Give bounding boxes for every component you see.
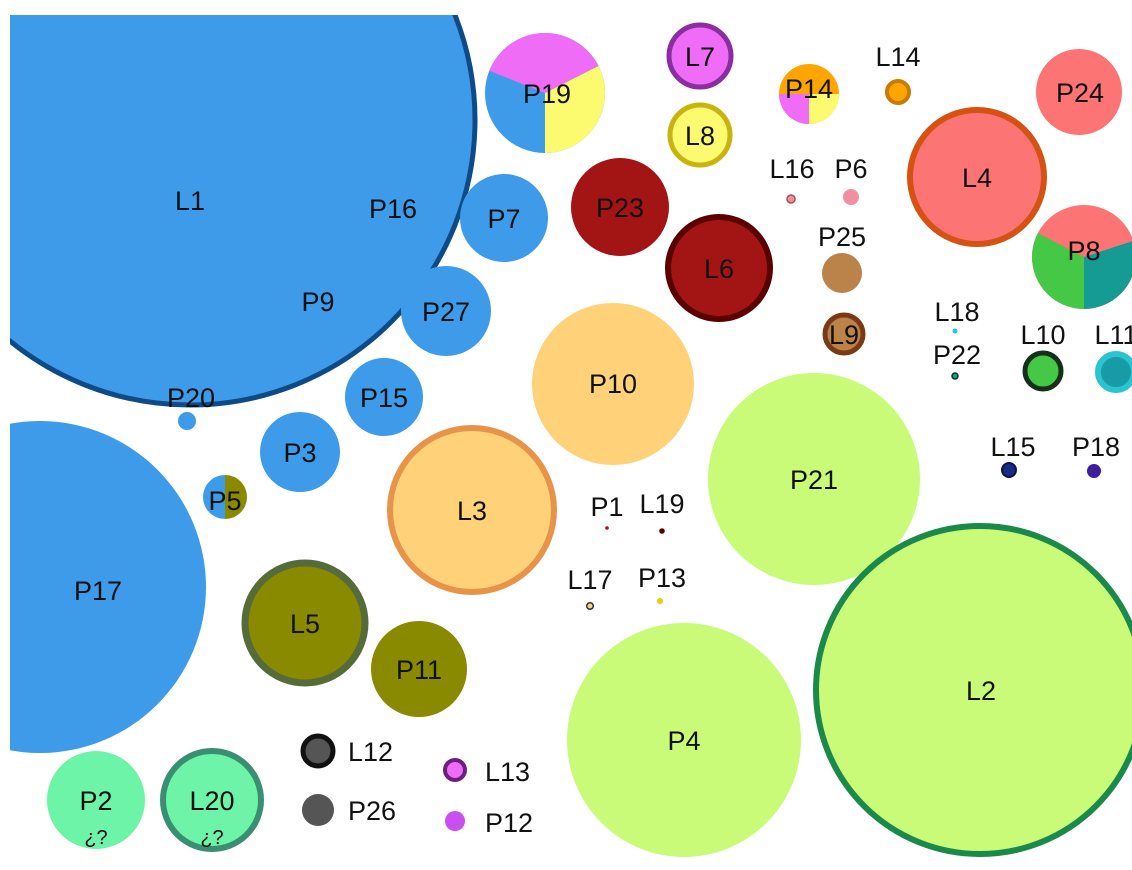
node-l2-circle [813,523,1132,857]
label-l13: L13 [485,757,530,787]
label-l1: L1 [175,186,205,216]
node-p1-circle [605,526,609,530]
label-l2: L2 [966,676,996,706]
label-p6: P6 [834,154,867,184]
node-l8-circle [667,102,733,168]
node-l12-circle [300,733,336,769]
label-p24: P24 [1056,78,1104,108]
node-p24-circle [1036,49,1122,135]
label-p5: P5 [208,486,241,516]
node-p2-circle [47,751,145,849]
label-l16: L16 [769,154,814,184]
label-p2-unknown: ¿? [84,827,107,849]
node-l20-circle [160,748,264,852]
label-l11: L11 [1094,320,1132,350]
label-p13: P13 [638,563,686,593]
label-p19: P19 [523,79,571,109]
node-l5-circle [241,559,369,687]
label-p17: P17 [74,576,122,606]
label-l17: L17 [567,565,612,595]
label-p4: P4 [667,726,700,756]
node-p5-pie [203,475,247,519]
label-p16: P16 [369,194,417,224]
node-l1-circle [10,15,478,408]
node-p18-circle [1087,464,1101,478]
node-l17-circle [585,601,595,611]
node-l16-circle [786,194,796,204]
label-p3: P3 [283,438,316,468]
label-p25: P25 [818,222,866,252]
node-l18-circle [952,328,958,334]
label-l3: L3 [457,496,487,526]
label-l9: L9 [829,320,859,350]
label-p26: P26 [348,796,396,826]
node-p7-circle [460,174,548,262]
node-p10-circle [532,303,694,465]
label-p27: P27 [422,297,470,327]
label-l6: L6 [704,254,734,284]
node-p16-circle [380,224,400,244]
label-p23: P23 [596,193,644,223]
label-l12: L12 [348,737,393,767]
node-l6-circle [665,214,773,322]
node-p22-circle [951,372,959,380]
label-p21: P21 [790,465,838,495]
label-p1: P1 [590,492,623,522]
label-p8: P8 [1067,236,1100,266]
label-p15: P15 [360,383,408,413]
node-p4-circle [567,623,801,857]
node-p15-circle [345,358,423,436]
label-p18: P18 [1072,432,1120,462]
node-p6-circle [843,189,859,205]
label-l5: L5 [290,609,320,639]
label-l18: L18 [934,297,979,327]
label-l7: L7 [685,42,715,72]
node-l13-circle [443,758,467,782]
label-l10: L10 [1020,320,1065,350]
label-p9: P9 [301,287,334,317]
node-p23-circle [571,158,669,256]
node-p21-circle [708,373,920,585]
node-p11-circle [371,621,467,717]
label-l19: L19 [639,489,684,519]
node-p13-circle [657,598,663,604]
label-p11: P11 [396,655,442,685]
node-p25-circle [822,253,862,293]
label-p10: P10 [589,369,637,399]
label-p12: P12 [485,808,533,838]
label-l15: L15 [990,432,1035,462]
node-l10-circle [1022,350,1064,392]
label-p7: P7 [487,204,520,234]
label-p2: P2 [79,786,112,816]
node-p12-circle [445,811,465,831]
node-l14-circle [885,79,911,105]
label-l14: L14 [875,42,920,72]
node-l3-circle [387,425,557,595]
label-l20-unknown: ¿? [200,827,223,849]
node-p20-circle [178,412,196,430]
node-l19-circle [659,528,665,534]
node-p3-circle [260,412,340,492]
node-l7-circle [666,22,734,90]
node-l15-circle [1001,462,1017,478]
label-p14: P14 [785,74,833,104]
label-l8: L8 [685,121,715,151]
node-p27-circle [401,266,491,356]
node-l4-circle [907,107,1047,247]
node-l1 [10,15,478,408]
label-l20: L20 [189,786,234,816]
node-p17-circle [10,421,206,753]
node-p26-circle [302,794,334,826]
node-l11-circle [1095,351,1132,393]
node-p9-circle [304,316,332,344]
label-p22: P22 [933,340,981,370]
label-l4: L4 [962,163,992,193]
label-p20: P20 [167,383,215,413]
node-p17 [10,421,206,753]
node-l9-circle [822,312,866,356]
